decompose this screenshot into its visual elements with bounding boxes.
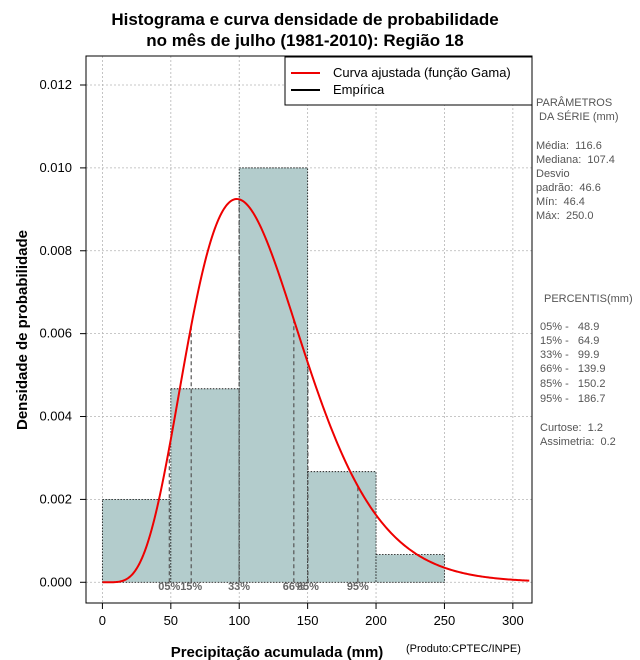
y-tick-label-3: 0.006 <box>39 326 72 341</box>
histogram-bar-3 <box>307 471 377 583</box>
percentile-label-66: 66% <box>283 581 305 593</box>
y-tick-label-6: 0.012 <box>39 77 72 92</box>
stat-assimetria: Assimetria: 0.2 <box>540 436 616 448</box>
x-tick-label-0: 0 <box>99 613 106 628</box>
percentis-heading: PERCENTIS(mm) <box>544 293 633 305</box>
y-tick-label-2: 0.004 <box>39 409 72 424</box>
x-tick-label-1: 50 <box>164 613 178 628</box>
legend-label-0: Curva ajustada (função Gama) <box>333 65 511 80</box>
percentile-label-95: 95% <box>347 581 369 593</box>
gamma-fit-curve <box>102 198 530 584</box>
params-heading-1: PARÂMETROS <box>536 97 613 109</box>
param-min: Mín: 46.4 <box>536 196 585 208</box>
percentil-66: 66% - 139.9 <box>540 363 606 375</box>
param-desvio-2: padrão: 46.6 <box>536 182 601 194</box>
param-desvio-1: Desvio <box>536 168 570 180</box>
percentile-label-85: 85% <box>297 581 319 593</box>
histogram-bar-4 <box>375 554 445 583</box>
legend: Curva ajustada (função Gama) Empírica <box>284 56 533 106</box>
x-tick-label-3: 150 <box>297 613 319 628</box>
param-max: Máx: 250.0 <box>536 210 594 222</box>
percentil-95: 95% - 186.7 <box>540 393 606 405</box>
chart-title-line1: Histograma e curva densidade de probabil… <box>111 10 499 29</box>
percentil-33: 33% - 99.9 <box>540 349 600 361</box>
histogram-bar-1 <box>170 388 240 583</box>
x-axis-label: Precipitação acumulada (mm) <box>171 644 384 660</box>
legend-label-1: Empírica <box>333 82 385 97</box>
y-tick-label-5: 0.010 <box>39 160 72 175</box>
param-mediana: Mediana: 107.4 <box>536 154 615 166</box>
y-tick-label-0: 0.000 <box>39 574 72 589</box>
x-tick-label-6: 300 <box>502 613 524 628</box>
product-credit: (Produto:CPTEC/INPE) <box>406 643 521 655</box>
x-tick-label-4: 200 <box>365 613 387 628</box>
x-tick-label-5: 250 <box>434 613 456 628</box>
params-heading-2: DA SÉRIE (mm) <box>536 111 619 123</box>
y-tick-label-1: 0.002 <box>39 491 72 506</box>
stat-curtose: Curtose: 1.2 <box>540 422 603 434</box>
histogram-bar-2 <box>238 167 309 583</box>
param-media: Média: 116.6 <box>536 140 602 152</box>
y-axis-label: Densidade de probabilidade <box>14 230 31 430</box>
percentil-85: 85% - 150.2 <box>540 378 606 390</box>
percentile-label-15: 15% <box>180 581 202 593</box>
percentile-label-05: 05% <box>158 581 180 593</box>
y-tick-label-4: 0.008 <box>39 243 72 258</box>
percentile-label-33: 33% <box>228 581 250 593</box>
x-tick-label-2: 100 <box>228 613 250 628</box>
chart-title-line2: no mês de julho (1981-2010): Região 18 <box>146 31 464 50</box>
legend-box <box>284 56 533 106</box>
percentil-05: 05% - 48.9 <box>540 321 600 333</box>
percentil-15: 15% - 64.9 <box>540 335 600 347</box>
